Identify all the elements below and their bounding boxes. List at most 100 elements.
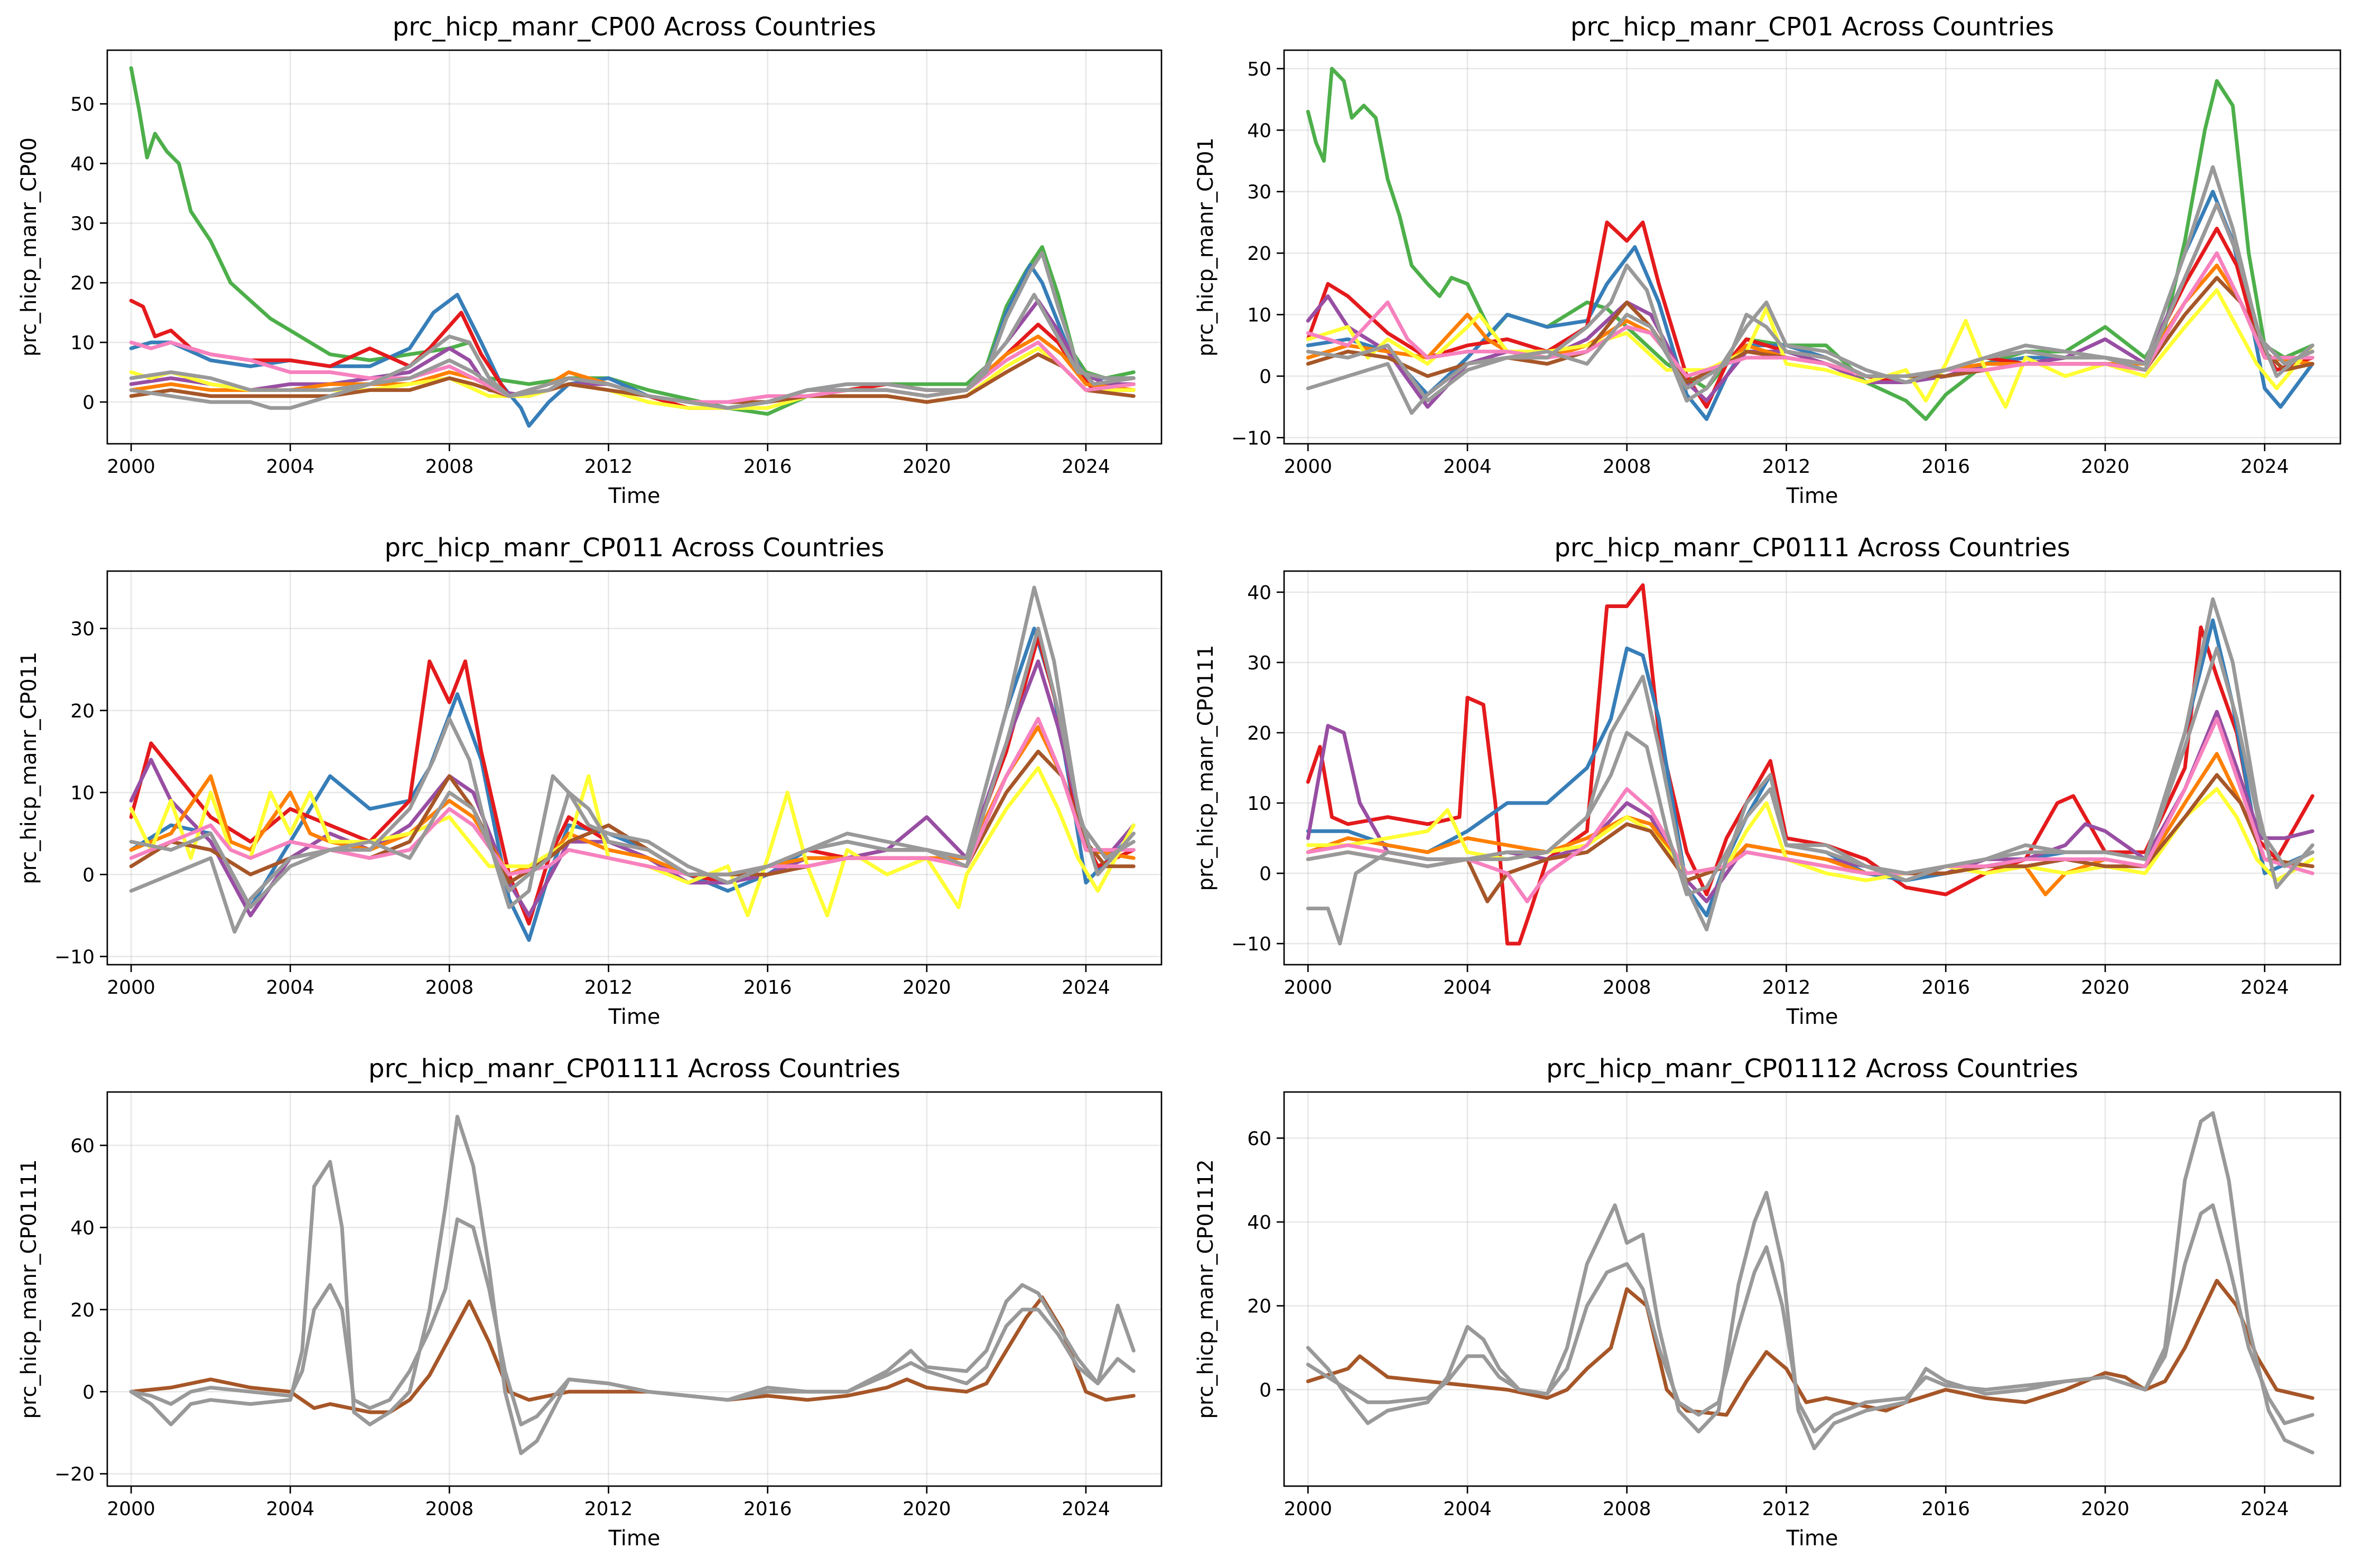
gridlines xyxy=(1284,571,2340,965)
series-group xyxy=(1306,1111,2314,1454)
series-line xyxy=(1306,752,2314,897)
x-tick-label: 2020 xyxy=(2081,1498,2130,1520)
y-tick-label: 10 xyxy=(70,332,95,354)
x-tick-label: 2016 xyxy=(1921,456,1970,478)
y-tick-label: 20 xyxy=(70,1300,95,1321)
x-tick-label: 2020 xyxy=(2081,977,2130,998)
y-tick-label: 40 xyxy=(1247,582,1271,604)
y-tick-label: 0 xyxy=(82,1382,95,1403)
series-group xyxy=(129,1115,1136,1455)
x-tick-label: 2008 xyxy=(1603,1498,1651,1520)
series-line xyxy=(129,716,1136,876)
subplot-cp00: prc_hicp_manr_CP00 Across Countries Time… xyxy=(17,12,1163,508)
x-tick-label: 2004 xyxy=(1443,1498,1492,1520)
x-tick-label: 2000 xyxy=(1284,977,1332,998)
series-line xyxy=(1306,618,2314,918)
y-tick-label: 20 xyxy=(1247,1296,1271,1318)
x-tick-label: 2008 xyxy=(425,1498,474,1520)
series-line xyxy=(1306,251,2314,378)
x-tick-label: 2024 xyxy=(1062,977,1110,998)
y-tick-label: 50 xyxy=(70,94,95,116)
y-axis-label: prc_hicp_manr_CP01112 xyxy=(1194,1159,1218,1418)
series-line xyxy=(1306,288,2314,409)
y-tick-label: 20 xyxy=(1247,723,1271,744)
series-group xyxy=(129,585,1136,942)
y-tick-label: 0 xyxy=(1259,863,1271,885)
subplot-title: prc_hicp_manr_CP011 Across Countries xyxy=(385,533,885,563)
gridlines xyxy=(1284,50,2340,444)
x-tick-label: 2024 xyxy=(1062,456,1110,478)
subplot-title: prc_hicp_manr_CP01111 Across Countries xyxy=(368,1054,900,1084)
x-tick-label: 2008 xyxy=(425,456,474,478)
x-tick-label: 2024 xyxy=(2241,456,2289,478)
y-tick-label: 30 xyxy=(70,619,95,640)
plot-frame xyxy=(1283,570,2341,966)
x-tick-label: 2024 xyxy=(1062,1498,1110,1520)
series-line xyxy=(129,627,1136,942)
series-line xyxy=(1306,646,2314,897)
series-line xyxy=(1306,190,2314,421)
x-tick-label: 2000 xyxy=(107,1498,155,1520)
x-axis-label: Time xyxy=(608,1526,661,1551)
x-tick-label: 2020 xyxy=(2081,456,2130,478)
y-tick-label: −20 xyxy=(54,1464,95,1486)
y-tick-label: 10 xyxy=(70,782,95,804)
y-axis-label: prc_hicp_manr_CP0111 xyxy=(1194,645,1218,891)
x-tick-label: 2016 xyxy=(743,456,792,478)
x-tick-label: 2004 xyxy=(1443,977,1492,998)
x-tick-label: 2000 xyxy=(1284,456,1332,478)
y-tick-label: −10 xyxy=(1231,934,1271,955)
series-line xyxy=(129,293,1136,410)
x-tick-label: 2004 xyxy=(1443,456,1492,478)
x-tick-label: 2020 xyxy=(903,456,951,478)
series-line xyxy=(129,1217,1136,1426)
y-tick-label: 0 xyxy=(1259,366,1271,388)
gridlines xyxy=(107,50,1161,444)
y-axis-label: prc_hicp_manr_CP00 xyxy=(17,137,41,357)
y-axis-label: prc_hicp_manr_CP01 xyxy=(1194,137,1218,357)
series-line xyxy=(129,627,1136,909)
x-tick-label: 2016 xyxy=(743,1498,792,1520)
x-tick-label: 2016 xyxy=(743,977,792,998)
y-tick-label: 0 xyxy=(82,864,95,886)
y-tick-label: 0 xyxy=(82,392,95,414)
y-tick-label: −10 xyxy=(54,946,95,968)
x-tick-label: 2012 xyxy=(584,1498,633,1520)
y-tick-label: 20 xyxy=(70,273,95,294)
y-tick-label: 60 xyxy=(1247,1128,1271,1150)
x-tick-label: 2000 xyxy=(107,977,155,998)
gridlines xyxy=(107,571,1161,965)
y-tick-label: 0 xyxy=(1259,1379,1271,1401)
y-tick-label: 20 xyxy=(70,701,95,722)
y-axis-label: prc_hicp_manr_CP01111 xyxy=(17,1159,41,1418)
plot-frame xyxy=(106,49,1163,445)
series-line xyxy=(129,634,1136,926)
y-tick-label: 40 xyxy=(70,1217,95,1239)
y-axis-label: prc_hicp_manr_CP011 xyxy=(17,651,41,884)
x-tick-label: 2008 xyxy=(1603,977,1651,998)
y-tick-label: 40 xyxy=(1247,120,1271,142)
x-tick-label: 2024 xyxy=(2241,1498,2289,1520)
x-tick-label: 2016 xyxy=(1921,1498,1970,1520)
y-tick-label: 10 xyxy=(1247,793,1271,815)
x-tick-label: 2004 xyxy=(266,1498,314,1520)
series-line xyxy=(129,1115,1136,1455)
y-tick-label: 50 xyxy=(1247,59,1271,80)
subplot-title: prc_hicp_manr_CP01112 Across Countries xyxy=(1546,1054,2078,1084)
x-tick-label: 2004 xyxy=(266,977,314,998)
y-tick-label: 30 xyxy=(1247,652,1271,674)
series-group xyxy=(1306,67,2314,421)
series-line xyxy=(1306,716,2314,903)
x-tick-label: 2020 xyxy=(903,1498,951,1520)
subplot-cp0111: prc_hicp_manr_CP0111 Across Countries Ti… xyxy=(1194,533,2341,1029)
x-tick-label: 2000 xyxy=(107,456,155,478)
x-tick-label: 2004 xyxy=(266,456,314,478)
subplot-cp011: prc_hicp_manr_CP011 Across Countries Tim… xyxy=(17,533,1163,1029)
x-tick-label: 2008 xyxy=(425,977,474,998)
series-line xyxy=(1306,165,2314,415)
x-tick-label: 2012 xyxy=(584,977,633,998)
x-tick-label: 2016 xyxy=(1921,977,1970,998)
x-tick-label: 2012 xyxy=(1762,456,1811,478)
series-line xyxy=(1306,597,2314,946)
